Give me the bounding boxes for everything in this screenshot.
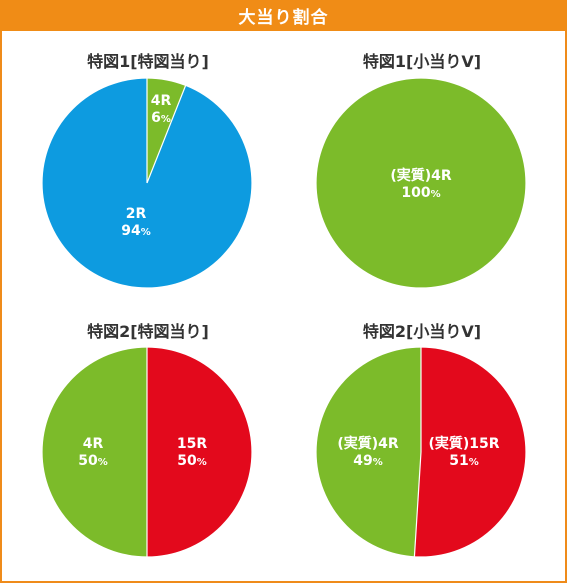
pie-4-slice-2 (316, 347, 421, 557)
pie-2-slice-1-label: (実質)4R (390, 167, 452, 184)
pie-3-slice-2 (42, 347, 147, 557)
pie-1-slice-1-label: 4R (151, 93, 172, 109)
page-title-text: 大当り割合 (238, 8, 329, 28)
page-title: 大当り割合 (0, 0, 567, 31)
pie-3-slice-1-value: 50% (177, 453, 207, 469)
pie-4-slice-1 (414, 347, 527, 558)
pie-1-slice-2 (42, 78, 253, 289)
pie-4-slice-2-label: (実質)4R (337, 435, 399, 452)
pie-4-slice-1-value: 51% (449, 453, 479, 469)
pie-4-slice-2-value: 49% (353, 453, 383, 469)
pie-1-slice-1-value: 6% (151, 110, 171, 126)
pie-3-slice-1-label: 15R (177, 436, 207, 452)
pie-3-slice-2-label: 4R (83, 436, 104, 452)
pie-1-slice-2-value: 94% (121, 223, 151, 239)
chart-title-4: 特図2[小当りV] (362, 322, 482, 341)
chart-title-2: 特図1[小当りV] (362, 52, 482, 71)
pie-3-slice-1 (147, 347, 252, 557)
chart-title-1: 特図1[特図当り] (87, 52, 209, 71)
pie-4-slice-1-label: (実質)15R (428, 435, 499, 452)
pie-2-outline (315, 77, 527, 289)
pie-1-divider-2 (146, 85, 187, 184)
pie-2-slice-1 (316, 78, 526, 288)
pie-1-slice-1 (147, 78, 186, 183)
pie-2-slice-1-value: 100% (401, 185, 440, 201)
pie-1-slice-2-label: 2R (126, 206, 147, 222)
chart-title-3: 特図2[特図当り] (87, 322, 209, 341)
pie-4-divider-2 (413, 451, 422, 557)
pie-3-slice-2-value: 50% (78, 453, 108, 469)
